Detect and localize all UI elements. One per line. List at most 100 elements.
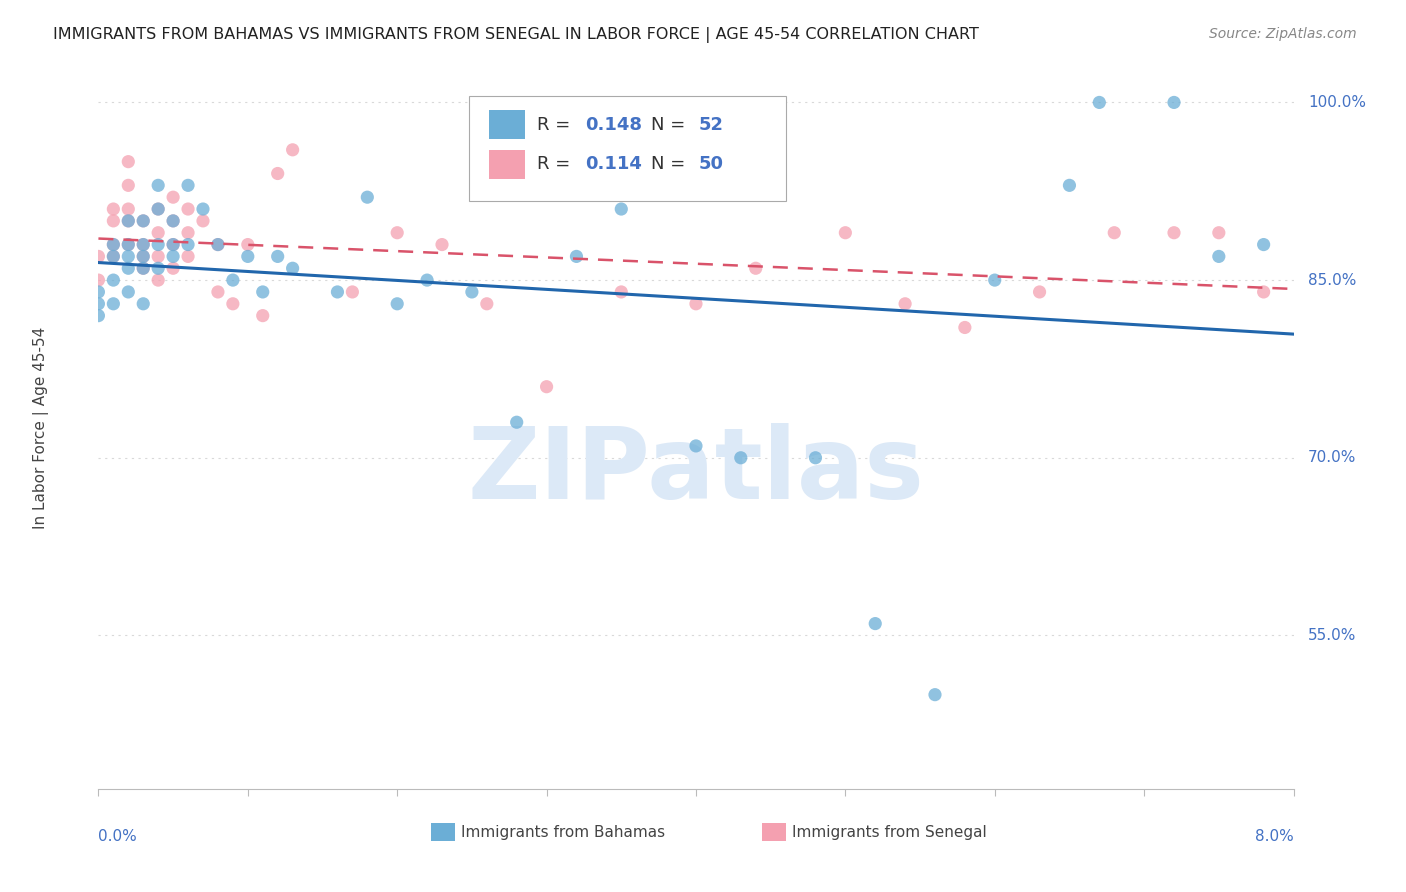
Text: 0.0%: 0.0% bbox=[98, 830, 138, 844]
Point bbox=[148, 249, 170, 263]
Point bbox=[132, 237, 155, 252]
Point bbox=[865, 616, 887, 631]
Point bbox=[207, 237, 229, 252]
Point bbox=[1253, 285, 1275, 299]
Point bbox=[148, 178, 170, 193]
Point bbox=[953, 320, 976, 334]
Point bbox=[894, 297, 917, 311]
Point bbox=[1163, 95, 1185, 110]
Point bbox=[745, 261, 768, 276]
Point bbox=[162, 190, 184, 204]
Text: 8.0%: 8.0% bbox=[1254, 830, 1294, 844]
Point bbox=[475, 297, 498, 311]
Point bbox=[132, 249, 155, 263]
Point bbox=[117, 214, 139, 228]
Text: 0.114: 0.114 bbox=[585, 155, 641, 173]
Point bbox=[461, 285, 484, 299]
Point bbox=[87, 285, 110, 299]
Text: N =: N = bbox=[651, 155, 690, 173]
Point bbox=[267, 167, 290, 181]
Text: In Labor Force | Age 45-54: In Labor Force | Age 45-54 bbox=[34, 327, 49, 529]
Point bbox=[730, 450, 752, 465]
Point bbox=[148, 202, 170, 216]
Point bbox=[1253, 237, 1275, 252]
Point bbox=[132, 237, 155, 252]
Point bbox=[148, 237, 170, 252]
Point bbox=[117, 154, 139, 169]
Point bbox=[610, 285, 633, 299]
Point bbox=[103, 273, 125, 287]
Point bbox=[1208, 249, 1230, 263]
Text: 52: 52 bbox=[699, 116, 723, 134]
Text: Immigrants from Bahamas: Immigrants from Bahamas bbox=[461, 825, 665, 840]
Text: Source: ZipAtlas.com: Source: ZipAtlas.com bbox=[1209, 27, 1357, 41]
Point bbox=[385, 297, 409, 311]
Text: ZIPatlas: ZIPatlas bbox=[468, 423, 924, 520]
Point bbox=[103, 237, 125, 252]
Point bbox=[132, 261, 155, 276]
FancyBboxPatch shape bbox=[470, 95, 786, 201]
Bar bbox=[489, 111, 524, 139]
Point bbox=[117, 237, 139, 252]
Text: IMMIGRANTS FROM BAHAMAS VS IMMIGRANTS FROM SENEGAL IN LABOR FORCE | AGE 45-54 CO: IMMIGRANTS FROM BAHAMAS VS IMMIGRANTS FR… bbox=[53, 27, 980, 43]
Point bbox=[117, 178, 139, 193]
Text: 0.148: 0.148 bbox=[585, 116, 641, 134]
Point bbox=[326, 285, 349, 299]
Point bbox=[506, 415, 529, 429]
Point bbox=[148, 261, 170, 276]
Point bbox=[103, 249, 125, 263]
Point bbox=[177, 202, 200, 216]
Text: R =: R = bbox=[537, 116, 576, 134]
Point bbox=[132, 261, 155, 276]
Point bbox=[804, 450, 827, 465]
Point bbox=[1104, 226, 1126, 240]
Point bbox=[103, 297, 125, 311]
Point bbox=[685, 439, 707, 453]
Point bbox=[177, 226, 200, 240]
Point bbox=[117, 261, 139, 276]
Bar bbox=[430, 823, 454, 841]
Text: R =: R = bbox=[537, 155, 576, 173]
Point bbox=[924, 688, 946, 702]
Point bbox=[191, 202, 214, 216]
Point bbox=[236, 237, 259, 252]
Point bbox=[281, 143, 304, 157]
Point bbox=[356, 190, 378, 204]
Point bbox=[103, 237, 125, 252]
Point bbox=[685, 297, 707, 311]
Point bbox=[191, 214, 214, 228]
Point bbox=[87, 249, 110, 263]
Point bbox=[103, 249, 125, 263]
Point bbox=[1163, 226, 1185, 240]
Point bbox=[162, 261, 184, 276]
Text: 85.0%: 85.0% bbox=[1308, 273, 1357, 287]
Point bbox=[430, 237, 453, 252]
Point bbox=[132, 214, 155, 228]
Text: 100.0%: 100.0% bbox=[1308, 95, 1365, 110]
Text: N =: N = bbox=[651, 116, 690, 134]
Point bbox=[252, 309, 274, 323]
Point bbox=[132, 297, 155, 311]
Point bbox=[162, 214, 184, 228]
Point bbox=[87, 297, 110, 311]
Point bbox=[610, 202, 633, 216]
Bar bbox=[489, 150, 524, 179]
Point bbox=[132, 214, 155, 228]
Point bbox=[984, 273, 1007, 287]
Point bbox=[177, 237, 200, 252]
Point bbox=[117, 202, 139, 216]
Point bbox=[162, 237, 184, 252]
Point bbox=[222, 297, 245, 311]
Text: 50: 50 bbox=[699, 155, 723, 173]
Point bbox=[103, 202, 125, 216]
Point bbox=[177, 249, 200, 263]
Point bbox=[177, 178, 200, 193]
Point bbox=[117, 237, 139, 252]
Point bbox=[207, 285, 229, 299]
Point bbox=[162, 249, 184, 263]
Point bbox=[148, 273, 170, 287]
Text: Immigrants from Senegal: Immigrants from Senegal bbox=[792, 825, 987, 840]
Bar bbox=[762, 823, 786, 841]
Point bbox=[87, 273, 110, 287]
Point bbox=[1208, 226, 1230, 240]
